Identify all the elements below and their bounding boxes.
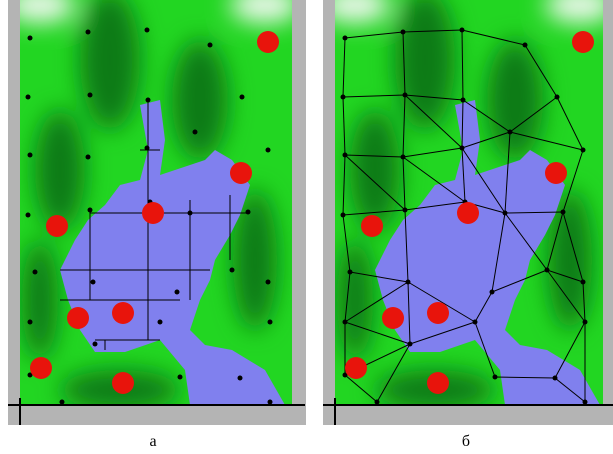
panel-b [320,0,613,425]
marker [427,302,449,324]
node [503,211,508,216]
panel-label: а [149,433,156,450]
node [86,155,91,160]
marker [230,162,252,184]
node [473,320,478,325]
node [268,400,273,405]
node [88,93,93,98]
marker [572,31,594,53]
dark-green [22,240,58,360]
marker [427,372,449,394]
panel-label: б [462,433,470,450]
node [461,98,466,103]
marker [457,202,479,224]
node [28,153,33,158]
node [238,376,243,381]
marker [112,372,134,394]
node [178,375,183,380]
node [343,36,348,41]
marker [345,357,367,379]
node [523,43,528,48]
marker [142,202,164,224]
node [266,148,271,153]
node [246,210,251,215]
node [401,30,406,35]
node [581,148,586,153]
node [158,320,163,325]
node [26,95,31,100]
panel-a [5,0,306,425]
node [343,320,348,325]
node [268,320,273,325]
node [28,36,33,41]
node [208,43,213,48]
marker [67,307,89,329]
marker [545,162,567,184]
node [145,28,150,33]
node [406,280,411,285]
marker [30,357,52,379]
node [460,146,465,151]
node [545,268,550,273]
marker [257,31,279,53]
marker [361,215,383,237]
node [86,30,91,35]
node [583,320,588,325]
node [403,93,408,98]
marker [382,307,404,329]
dark-green [172,40,228,160]
figure: а б [0,0,613,454]
node [508,130,513,135]
node [490,290,495,295]
node [91,280,96,285]
node [88,208,93,213]
node [375,400,380,405]
dark-green [337,240,373,360]
node [341,95,346,100]
node [266,280,271,285]
node [26,213,31,218]
node [555,95,560,100]
node [230,268,235,273]
node [240,95,245,100]
node [348,270,353,275]
map [5,0,300,410]
node [28,320,33,325]
node [583,400,588,405]
node [193,130,198,135]
node [493,375,498,380]
marker [112,302,134,324]
node [401,155,406,160]
node [145,146,150,151]
marker [46,215,68,237]
node [175,290,180,295]
node [60,400,65,405]
node [341,213,346,218]
node [93,342,98,347]
node [561,210,566,215]
node [460,28,465,33]
dark-green [487,40,543,160]
node [146,98,151,103]
node [581,280,586,285]
page: а б (() => { const data = JSON.parse(doc… [0,0,613,454]
node [403,208,408,213]
map [320,0,613,410]
node [553,376,558,381]
node [343,153,348,158]
node [408,342,413,347]
dark-green [35,110,85,230]
node [33,270,38,275]
node [188,211,193,216]
